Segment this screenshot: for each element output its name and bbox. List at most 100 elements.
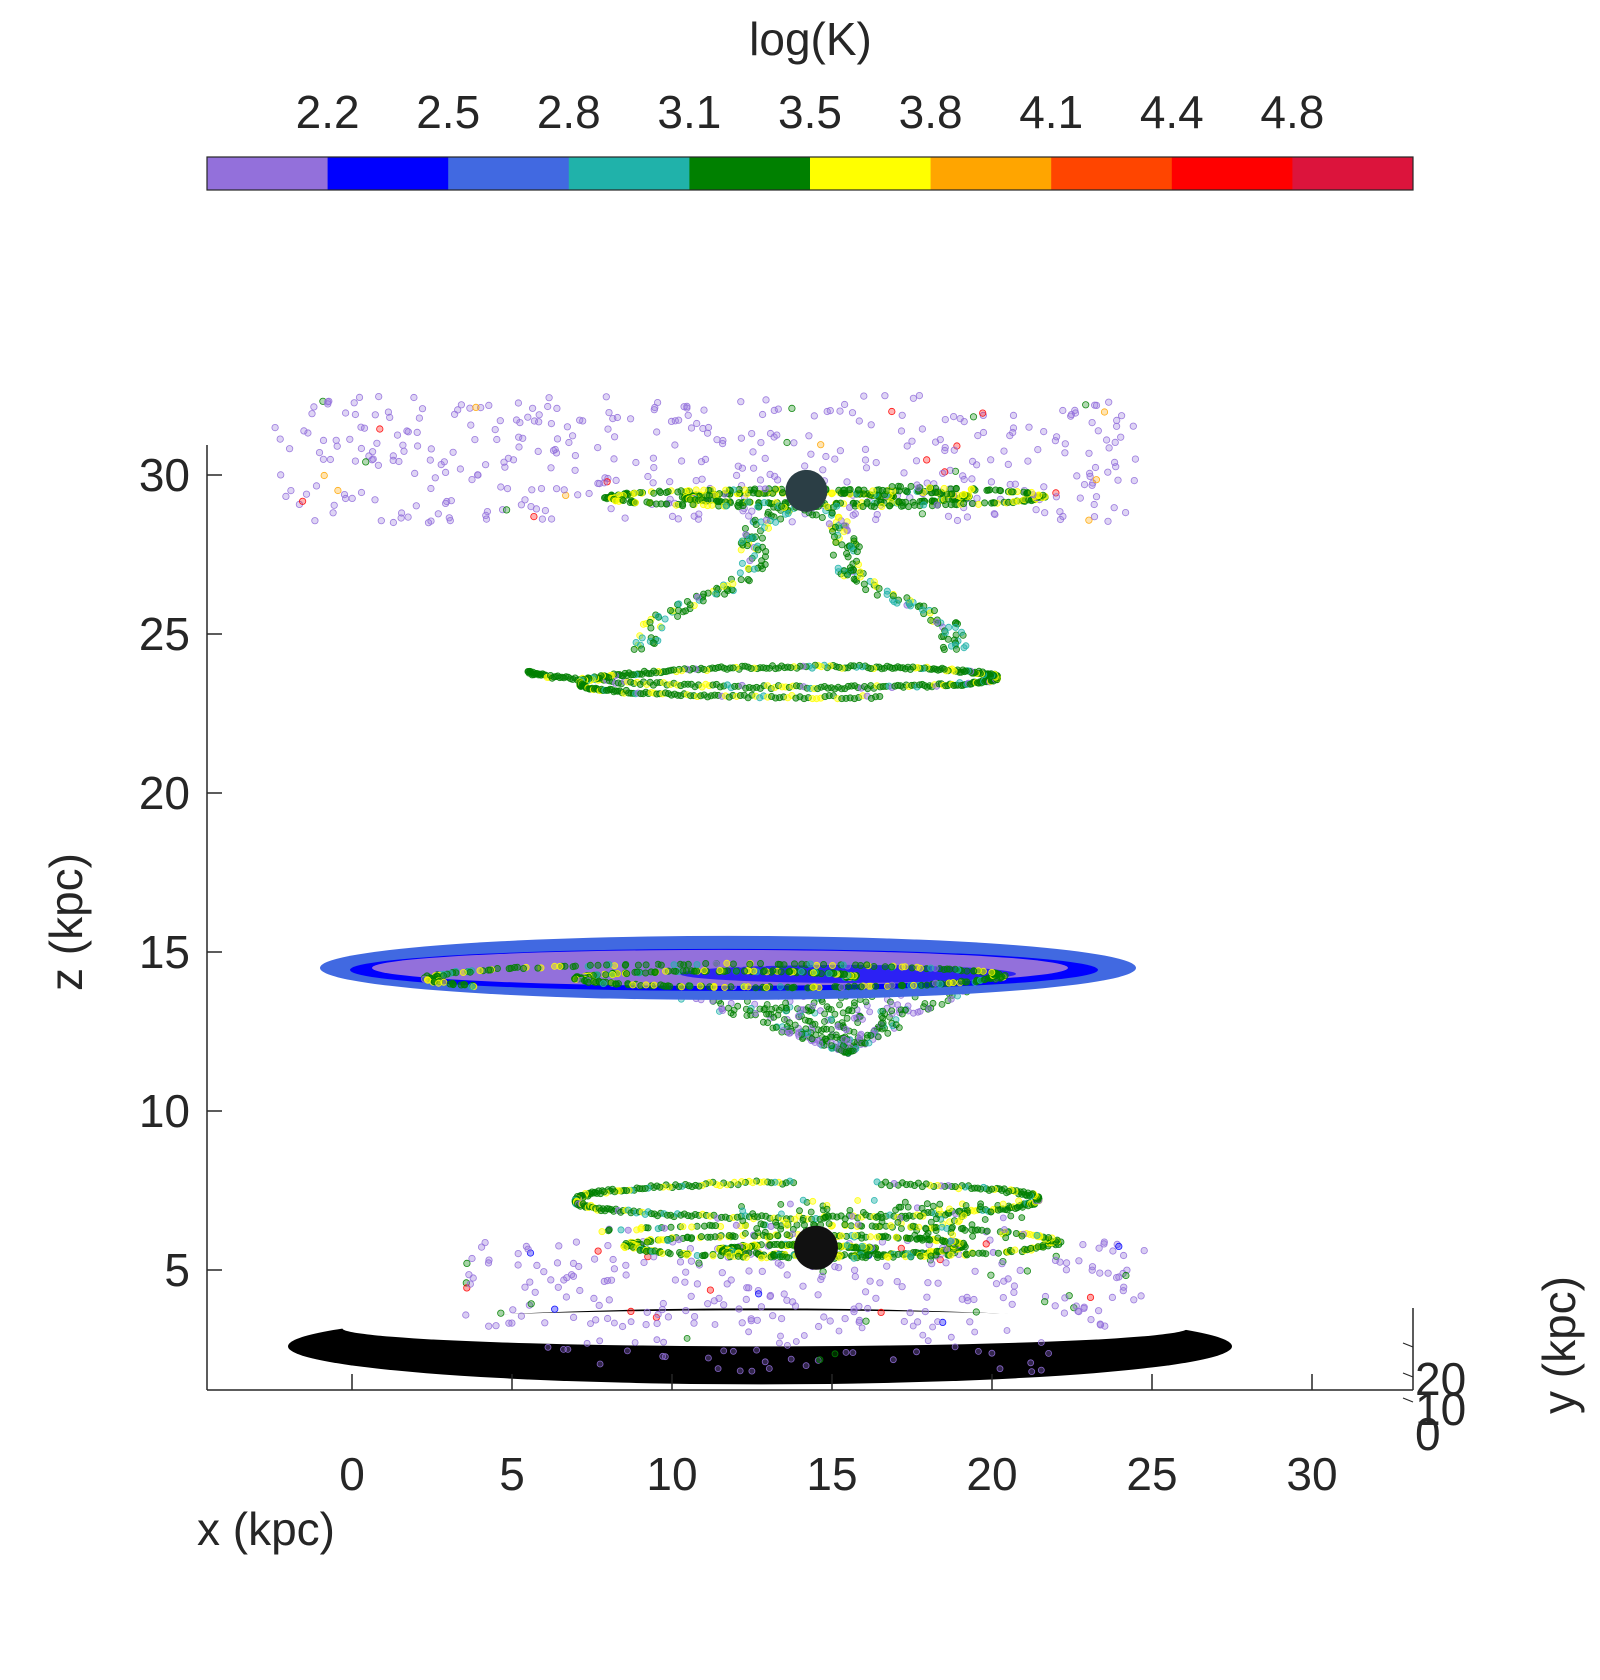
- halo-particle: [661, 1353, 669, 1361]
- spiral-particle: [659, 982, 667, 990]
- cone-particle: [718, 1005, 726, 1012]
- spiral-particle: [710, 983, 718, 991]
- colorbar-frame: [206, 156, 1414, 191]
- spiral-particle: [702, 960, 710, 968]
- spiral-particle: [612, 980, 620, 988]
- halo-particle: [509, 456, 518, 464]
- spiral-particle: [622, 961, 630, 969]
- spiral-particle: [729, 960, 737, 968]
- halo-particle: [698, 475, 706, 483]
- halo-particle: [1056, 515, 1065, 524]
- cone-particle: [794, 1012, 802, 1020]
- spiral-particle: [761, 1228, 769, 1236]
- halo-particle: [939, 1318, 947, 1327]
- halo-particle: [650, 463, 658, 472]
- cone-particle: [768, 1006, 776, 1013]
- cone-particle: [888, 1001, 896, 1008]
- halo-particle: [1080, 480, 1089, 489]
- spiral-particle: [898, 963, 906, 971]
- halo-particle: [457, 401, 465, 409]
- spiral-particle: [970, 967, 978, 975]
- halo-particle: [947, 1333, 955, 1341]
- spiral-particle: [936, 1200, 944, 1208]
- halo-particle: [485, 1256, 493, 1264]
- spiral-particle: [776, 983, 784, 991]
- spiral-particle: [986, 486, 994, 494]
- spiral-particle: [1007, 1212, 1015, 1220]
- spiral-particle: [829, 489, 837, 497]
- halo-particle: [817, 1275, 825, 1284]
- halo-particle: [817, 441, 825, 449]
- y-tick-mark: [1402, 1372, 1414, 1378]
- halo-particle: [700, 406, 708, 414]
- colorbar-tick-label: 4.8: [1260, 86, 1324, 138]
- halo-particle: [918, 510, 927, 518]
- spiral-particle: [994, 1249, 1002, 1257]
- halo-particle: [642, 1321, 650, 1329]
- cone-particle: [914, 1008, 922, 1016]
- halo-particle: [411, 469, 419, 477]
- halo-particle: [450, 410, 459, 418]
- spiral-particle: [678, 983, 686, 991]
- cone-particle: [853, 1014, 860, 1021]
- halo-particle: [881, 392, 889, 400]
- cone-particle: [865, 1039, 873, 1047]
- halo-particle: [517, 1312, 526, 1320]
- halo-particle: [1129, 422, 1137, 430]
- halo-particle: [942, 1259, 950, 1267]
- colorbar-swatch: [448, 157, 570, 190]
- spiral-particle: [949, 1231, 957, 1239]
- halo-particle: [537, 484, 546, 493]
- halo-particle: [1111, 438, 1119, 446]
- spiral-particle: [936, 980, 944, 988]
- halo-particle: [780, 1290, 788, 1298]
- halo-particle: [959, 472, 967, 480]
- x-tick-label: 25: [1126, 1448, 1177, 1500]
- halo-particle: [431, 474, 439, 482]
- spiral-particle: [754, 503, 762, 511]
- spiral-particle: [712, 960, 720, 968]
- halo-particle: [404, 428, 412, 436]
- spiral-particle: [975, 500, 983, 508]
- spiral-particle: [1001, 1226, 1008, 1233]
- spiral-particle: [667, 607, 675, 615]
- halo-particle: [860, 392, 868, 400]
- halo-particle: [427, 484, 435, 493]
- spiral-particle: [654, 612, 662, 620]
- spiral-particle: [968, 1221, 976, 1229]
- halo-particle: [659, 1299, 667, 1308]
- halo-particle: [330, 501, 338, 509]
- halo-particle: [413, 428, 421, 436]
- spiral-particle: [505, 965, 513, 973]
- spiral-particle: [740, 983, 748, 991]
- halo-particle: [1075, 1257, 1083, 1265]
- spiral-particle: [838, 983, 846, 991]
- halo-particle: [757, 1303, 766, 1311]
- cone-particle: [898, 1010, 906, 1018]
- halo-particle: [971, 1267, 979, 1275]
- spiral-particle: [716, 967, 724, 975]
- spiral-particle: [809, 1197, 817, 1205]
- halo-particle: [842, 1349, 850, 1356]
- cone-particle: [925, 1005, 933, 1012]
- halo-particle: [583, 1339, 591, 1347]
- halo-particle: [1051, 1302, 1059, 1310]
- x-axis-label: x (kpc): [197, 1503, 335, 1555]
- halo-particle: [355, 393, 364, 401]
- halo-particle: [674, 416, 683, 424]
- halo-particle: [552, 485, 561, 493]
- halo-particle: [1040, 483, 1048, 491]
- spiral-particle: [905, 503, 913, 511]
- spiral-particle: [838, 541, 846, 549]
- halo-particle: [1108, 1293, 1117, 1302]
- spiral-particle: [708, 501, 716, 509]
- halo-particle: [319, 436, 328, 444]
- spiral-particle: [886, 502, 894, 510]
- halo-particle: [1120, 1251, 1128, 1260]
- halo-particle: [524, 413, 532, 421]
- spiral-particle: [767, 1222, 775, 1230]
- halo-particle: [530, 512, 538, 521]
- spiral-particle: [809, 511, 817, 519]
- colorbar-tick-label: 3.1: [657, 86, 721, 138]
- cone-particle: [802, 1025, 810, 1033]
